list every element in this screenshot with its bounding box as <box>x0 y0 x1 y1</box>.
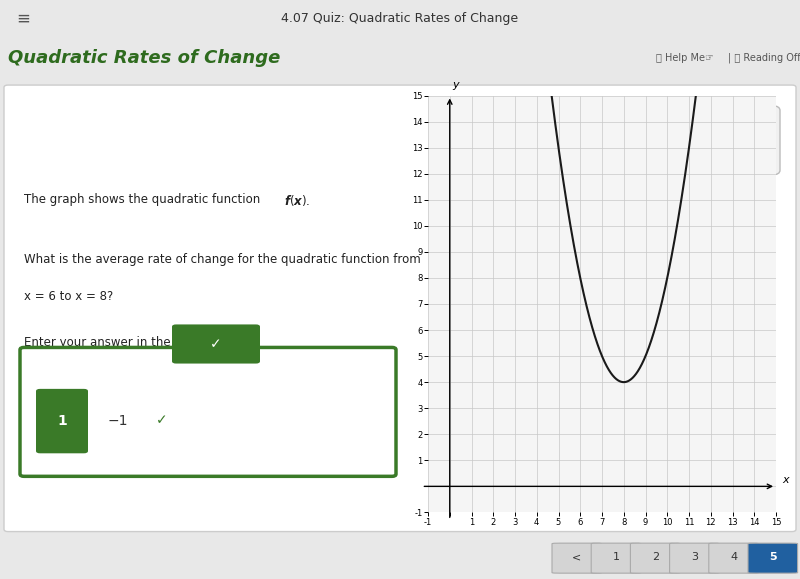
Text: | 📖 Reading Off: | 📖 Reading Off <box>728 53 800 63</box>
Text: y: y <box>452 80 458 90</box>
FancyBboxPatch shape <box>709 543 758 573</box>
Text: 1: 1 <box>613 552 619 562</box>
Text: ≡: ≡ <box>16 10 30 28</box>
Text: $\bfit{f}$($\bfit{x}$).: $\bfit{f}$($\bfit{x}$). <box>284 193 310 208</box>
FancyBboxPatch shape <box>552 543 602 573</box>
Text: 3: 3 <box>691 552 698 562</box>
Text: Enter your answer in the box.: Enter your answer in the box. <box>24 336 199 349</box>
Text: 4: 4 <box>730 552 737 562</box>
FancyBboxPatch shape <box>748 543 798 573</box>
Text: x = 6 to x = 8?: x = 6 to x = 8? <box>24 290 114 303</box>
FancyBboxPatch shape <box>670 543 719 573</box>
Text: Close Review: Close Review <box>511 135 593 145</box>
Text: Quadratic Rates of Change: Quadratic Rates of Change <box>8 49 280 67</box>
Text: What is the average rate of change for the quadratic function from: What is the average rate of change for t… <box>24 253 421 266</box>
Text: 2: 2 <box>652 552 658 562</box>
FancyBboxPatch shape <box>628 106 780 175</box>
Text: 🌐 Help Me☞: 🌐 Help Me☞ <box>656 53 714 63</box>
Text: ✓: ✓ <box>210 337 222 351</box>
Text: 1: 1 <box>57 413 67 428</box>
FancyBboxPatch shape <box>4 85 796 532</box>
FancyBboxPatch shape <box>20 347 396 477</box>
Text: Print Review: Print Review <box>670 135 738 145</box>
FancyBboxPatch shape <box>172 324 260 364</box>
FancyBboxPatch shape <box>591 543 641 573</box>
FancyBboxPatch shape <box>630 543 680 573</box>
Text: 4.07 Quiz: Quadratic Rates of Change: 4.07 Quiz: Quadratic Rates of Change <box>282 12 518 25</box>
Text: −1: −1 <box>108 413 129 428</box>
Text: x: x <box>782 475 789 485</box>
FancyBboxPatch shape <box>36 389 88 453</box>
FancyBboxPatch shape <box>472 106 632 175</box>
Text: The graph shows the quadratic function: The graph shows the quadratic function <box>24 193 264 206</box>
Text: <: < <box>572 552 582 562</box>
Text: ✓: ✓ <box>156 413 168 428</box>
Text: 5: 5 <box>769 552 777 562</box>
